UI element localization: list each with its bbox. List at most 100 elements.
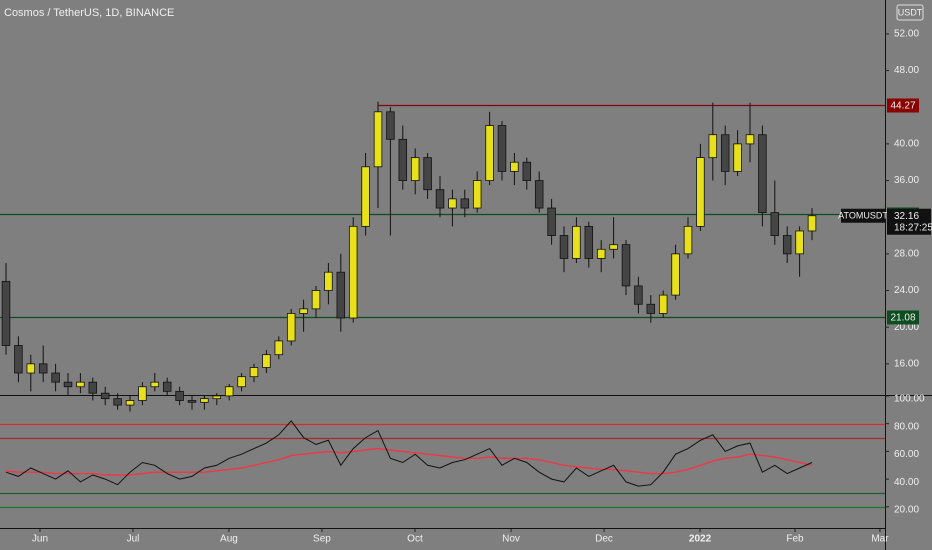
candle-body — [572, 225, 581, 259]
candle-body — [497, 125, 507, 172]
last-price-box — [887, 208, 931, 235]
price-tick-label: 52.00 — [894, 29, 919, 40]
time-tick-label: Jun — [32, 534, 48, 545]
candle-body — [596, 248, 606, 259]
candle-body — [311, 290, 321, 310]
candle-body — [782, 235, 792, 255]
candle-body — [770, 212, 780, 236]
indicator-tick-label: 100.00 — [894, 394, 925, 405]
candle-body — [683, 225, 693, 255]
candle-body — [448, 198, 457, 209]
time-tick-label: Aug — [220, 534, 238, 545]
candle-body — [76, 381, 85, 388]
candle-body — [795, 230, 804, 255]
symbol-box — [841, 208, 885, 223]
candle-body — [63, 381, 73, 388]
indicator-tick-label: 40.00 — [894, 477, 919, 488]
candle-body — [336, 271, 346, 319]
time-tick-label: Jul — [127, 534, 140, 545]
candle-body — [150, 381, 160, 388]
candle-body — [758, 134, 767, 214]
candle-body — [187, 400, 197, 403]
candle-body — [708, 134, 718, 159]
price-tick-label: 48.00 — [894, 65, 919, 76]
candle-body — [720, 134, 730, 172]
symbol-label: ATOMUSDT — [838, 211, 888, 221]
candle-body — [658, 294, 668, 314]
candle-body — [733, 143, 742, 172]
price-tick-label: 24.00 — [894, 285, 919, 296]
candle-body — [224, 386, 234, 397]
candle-body — [361, 166, 370, 227]
candle-body — [138, 386, 147, 401]
time-tick-label: Oct — [407, 534, 423, 545]
candle-body — [51, 372, 60, 383]
indicator-tick-label: 60.00 — [894, 449, 919, 460]
level-label: 44.27 — [890, 101, 915, 112]
candle-body — [609, 244, 618, 250]
indicator-tick-label: 20.00 — [894, 504, 919, 515]
price-tick-label: 20.00 — [894, 322, 919, 333]
level-label: 21.08 — [890, 313, 915, 324]
countdown: 18:27:25 — [894, 222, 932, 233]
chart-title: Cosmos / TetherUS, 1D, BINANCE — [4, 7, 174, 19]
candle-body — [534, 180, 544, 209]
candle-body — [262, 354, 271, 368]
candle-body — [237, 376, 246, 388]
candle-body — [125, 400, 135, 406]
indicator-line — [5, 447, 813, 476]
candle-body — [212, 395, 222, 400]
candle-body — [646, 303, 656, 314]
candle-body — [386, 111, 395, 140]
candle-body — [200, 398, 209, 403]
candle-body — [113, 398, 122, 406]
candle-body — [26, 363, 36, 374]
candle-body — [423, 157, 432, 191]
candle-body — [522, 161, 532, 181]
currency-label[interactable]: USDT — [898, 7, 923, 17]
candle-body — [100, 392, 110, 400]
candle-body — [373, 111, 383, 168]
candle-body — [510, 161, 519, 172]
last-price: 32.16 — [894, 211, 919, 222]
candle-body — [398, 138, 408, 181]
time-tick-label: 2022 — [689, 534, 712, 545]
candle-body — [745, 134, 755, 145]
candle-body — [485, 125, 494, 181]
price-tick-label: 16.00 — [894, 358, 919, 369]
time-tick-label: Feb — [786, 534, 804, 545]
candle-body — [460, 198, 470, 209]
candle-body — [410, 157, 420, 181]
candle-body — [274, 340, 284, 356]
candle-body — [559, 235, 569, 259]
candle-body — [14, 345, 23, 374]
price-tick-label: 28.00 — [894, 249, 919, 260]
level-label-box — [887, 310, 919, 325]
candle-body — [348, 225, 358, 319]
time-tick-label: Dec — [595, 534, 613, 545]
candle-body — [621, 244, 631, 287]
indicator-line — [5, 420, 813, 487]
candle-body — [88, 381, 98, 394]
candle-body — [547, 207, 556, 236]
candle-body — [299, 308, 308, 314]
candle-body — [1, 280, 11, 346]
time-tick-label: Nov — [502, 534, 520, 545]
time-tick-label: Mar — [871, 534, 889, 545]
level-label-box — [887, 98, 919, 113]
candle-body — [175, 390, 184, 401]
candle-body — [324, 271, 333, 291]
indicator-tick-label: 80.00 — [894, 421, 919, 432]
candle-body — [634, 285, 643, 305]
candle-body — [249, 367, 259, 378]
candle-body — [162, 381, 172, 392]
currency-box[interactable] — [896, 4, 924, 21]
candle-body — [472, 180, 482, 209]
price-tick-label: 36.00 — [894, 175, 919, 186]
candle-body — [584, 225, 594, 259]
candle-body — [38, 363, 48, 374]
time-tick-label: Sep — [313, 534, 331, 545]
candle-body — [435, 189, 445, 209]
